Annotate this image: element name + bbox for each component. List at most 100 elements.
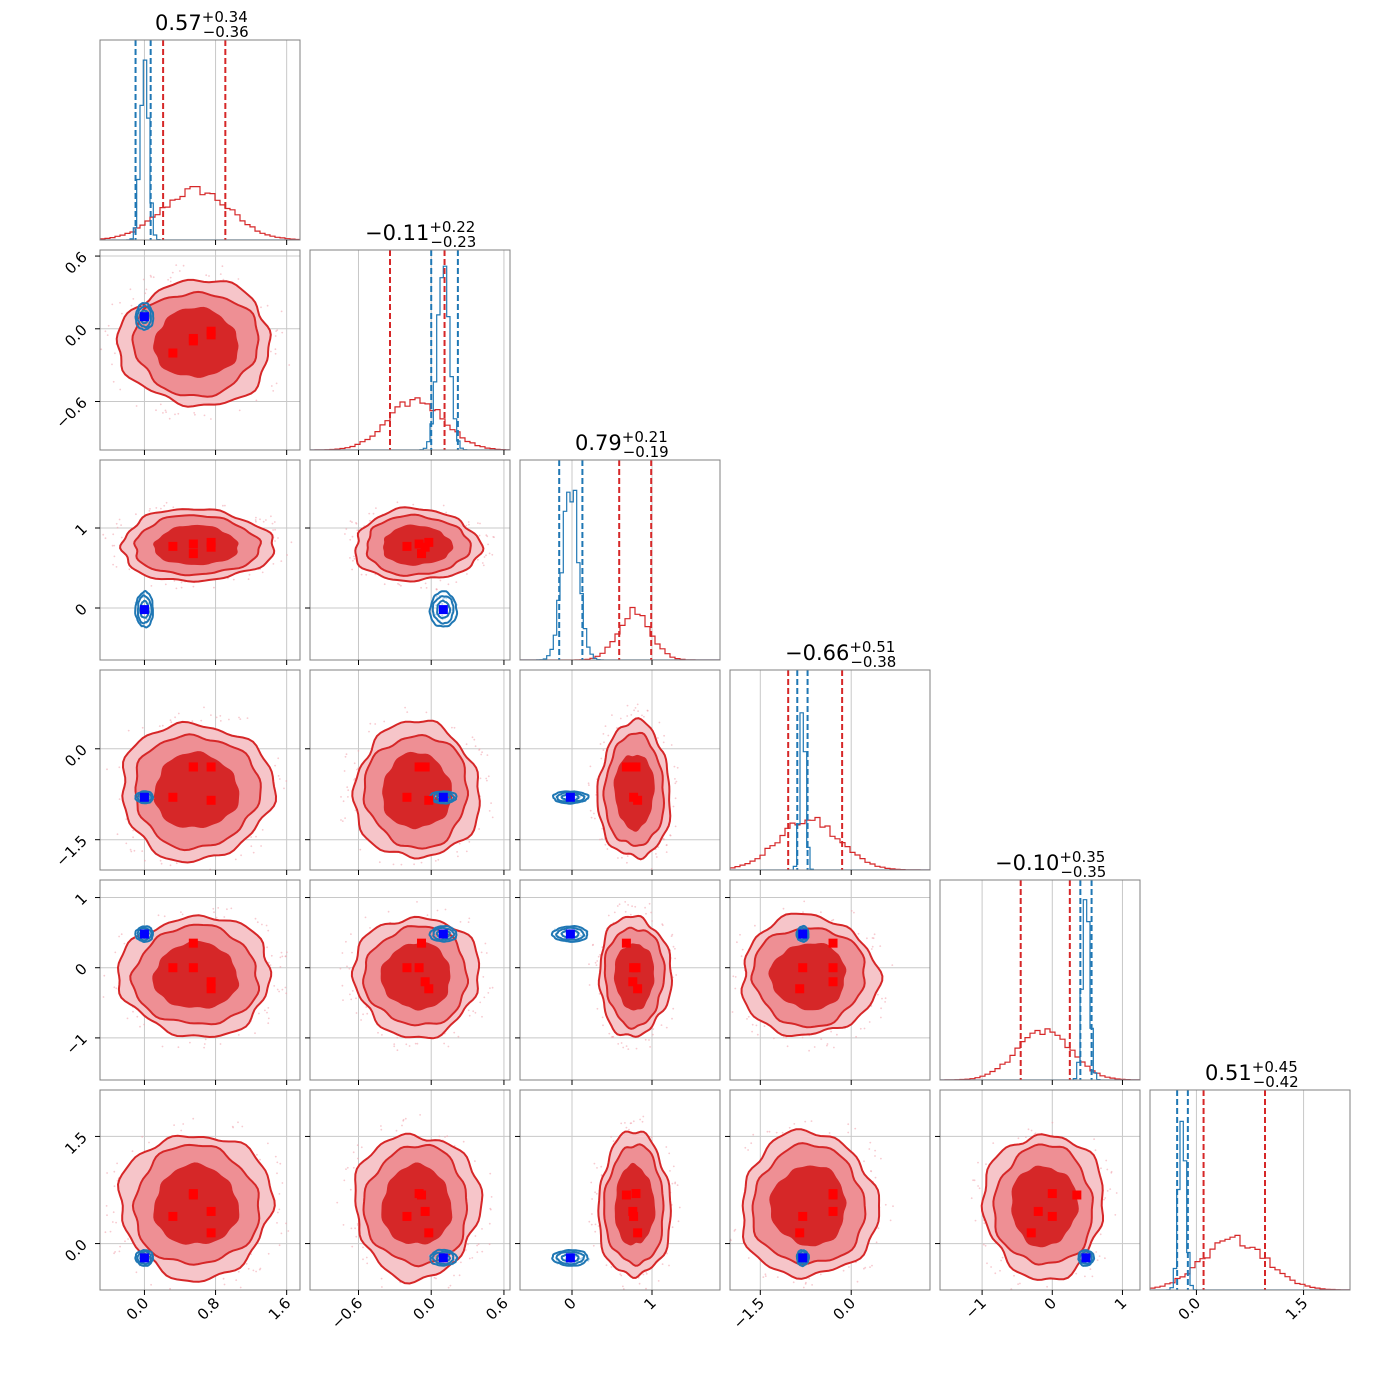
red-sample-point: [819, 1273, 822, 1276]
panel-frame: [519, 669, 721, 871]
red-sample-point: [354, 1227, 356, 1230]
red-sample-point: [453, 726, 456, 729]
red-sample-point: [355, 522, 358, 525]
red-sample-point: [598, 992, 601, 995]
red-sample-point: [674, 1181, 677, 1184]
red-sample-point: [476, 1244, 478, 1247]
red-sample-point: [636, 703, 639, 706]
red-sample-point: [744, 1146, 747, 1149]
red-sample-point: [832, 918, 835, 921]
red-sample-point: [222, 1277, 225, 1280]
red-sample-point: [435, 588, 438, 590]
red-sample-point: [130, 850, 133, 853]
red-sample-point: [870, 1170, 872, 1172]
red-sample-point: [593, 812, 595, 815]
red-sample-point: [781, 1131, 784, 1134]
panel-5-3: −1.5 0.0: [725, 1089, 931, 1333]
red-sample-point: [268, 961, 270, 964]
red-sample-point: [879, 945, 882, 947]
red-sample-point: [419, 1114, 421, 1116]
red-sample-point: [433, 1276, 436, 1279]
red-sample-point: [863, 1160, 865, 1163]
red-sample-point: [107, 324, 110, 327]
red-sample-point: [747, 1015, 750, 1018]
red-sample-point: [663, 734, 665, 737]
red-sample-point: [663, 838, 665, 841]
red-sample-point: [165, 501, 168, 504]
red-sample-point: [482, 564, 485, 567]
red-sample-point: [808, 1277, 811, 1280]
red-sample-point: [143, 1023, 145, 1026]
red-sample-point: [488, 1243, 491, 1246]
red-sample-point: [104, 1231, 107, 1234]
red-contour-inner: [768, 943, 847, 1011]
red-sample-point: [642, 1273, 645, 1276]
blue-histogram: [1150, 1120, 1350, 1290]
blue-marker: [139, 929, 149, 939]
red-sample-point: [1075, 1272, 1078, 1275]
x-tick-label: 0.0: [123, 1294, 153, 1324]
panel-frame: [309, 1089, 511, 1291]
red-sample-point: [346, 1166, 349, 1169]
red-marker: [402, 792, 412, 802]
panel-title-1: −0.11+0.22 −0.23: [365, 218, 476, 251]
red-sample-point: [192, 585, 195, 588]
red-sample-point: [278, 1208, 281, 1211]
red-sample-point: [444, 908, 447, 911]
red-sample-point: [256, 1153, 258, 1156]
blue-sample-point: [441, 602, 444, 605]
blue-histogram: [940, 899, 1140, 1080]
red-sample-point: [483, 996, 486, 999]
red-sample-point: [474, 1011, 477, 1014]
red-sample-point: [395, 1129, 398, 1132]
red-sample-point: [349, 520, 352, 522]
red-sample-point: [400, 584, 402, 587]
red-sample-point: [599, 743, 602, 745]
red-sample-point: [826, 1044, 828, 1047]
red-sample-point: [270, 385, 273, 387]
red-sample-point: [642, 1115, 645, 1118]
blue-contour-outer: [550, 924, 589, 943]
red-histogram: [1150, 1234, 1350, 1290]
red-sample-point: [145, 288, 148, 291]
red-sample-point: [279, 966, 282, 968]
panel-frame: [939, 879, 1141, 1081]
red-sample-point: [456, 851, 458, 853]
red-sample-point: [164, 583, 167, 586]
red-sample-point: [349, 557, 351, 559]
red-marker: [188, 762, 198, 772]
red-sample-point: [474, 1160, 476, 1162]
red-sample-point: [785, 1036, 787, 1039]
red-sample-point: [808, 1049, 810, 1052]
red-marker: [828, 977, 838, 987]
red-sample-point: [180, 586, 183, 589]
red-sample-point: [238, 716, 240, 719]
red-sample-point: [104, 330, 107, 333]
red-sample-point: [142, 278, 145, 281]
red-marker: [168, 348, 178, 358]
red-sample-point: [620, 1274, 623, 1277]
blue-contour-middle: [555, 1250, 586, 1266]
red-sample-point: [793, 1123, 796, 1125]
red-sample-point: [215, 716, 218, 719]
red-sample-point: [646, 709, 649, 712]
x-tick-label: 1.6: [265, 1294, 295, 1324]
red-sample-point: [782, 1036, 785, 1038]
red-sample-point: [360, 573, 363, 576]
red-sample-point: [977, 1161, 979, 1164]
red-sample-point: [256, 921, 259, 924]
red-sample-point: [272, 390, 275, 392]
red-sample-point: [345, 940, 347, 943]
red-sample-point: [675, 974, 678, 976]
red-sample-point: [261, 571, 264, 574]
red-sample-point: [599, 838, 601, 841]
red-sample-point: [594, 1230, 597, 1233]
red-sample-point: [634, 707, 637, 709]
red-sample-point: [116, 1162, 118, 1165]
red-sample-point: [269, 964, 272, 966]
red-marker: [798, 1211, 808, 1221]
red-sample-point: [474, 1235, 477, 1237]
red-sample-point: [205, 274, 208, 277]
red-sample-point: [399, 873, 401, 875]
panel-3-3: [729, 669, 931, 875]
